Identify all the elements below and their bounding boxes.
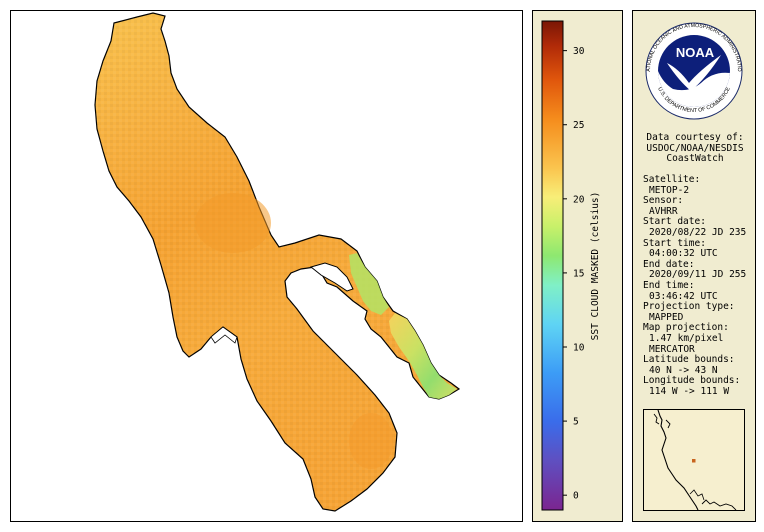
- colorbar-ramp: [541, 20, 564, 511]
- locator-map: [643, 409, 745, 511]
- meta-label: Projection type:: [643, 301, 735, 313]
- colorbar-tick-label: 20: [573, 194, 585, 205]
- meta-value: 2020/08/22 JD 235: [649, 226, 747, 238]
- colorbar: 0 5 10 15 20 25 30 SST CLOUD MASKED (celsius): [541, 20, 601, 511]
- meta-value: MAPPED: [649, 311, 684, 323]
- colorbar-tick-label: 5: [573, 417, 579, 428]
- noaa-logo: NOAA NATIONAL OCEANIC AND ATMOSPHERIC AD…: [633, 11, 743, 120]
- warm-patch: [195, 193, 271, 253]
- meta-value: 04:00:32 UTC: [649, 248, 718, 260]
- green-bay: [349, 253, 389, 315]
- sst-map: [94, 12, 461, 512]
- courtesy-line: CoastWatch: [666, 153, 724, 165]
- colorbar-tick-label: 10: [573, 343, 585, 354]
- courtesy-line: USDOC/NOAA/NESDIS: [646, 142, 744, 154]
- meta-label: Satellite:: [643, 174, 701, 185]
- island: [309, 262, 354, 292]
- map-panel: [10, 10, 523, 522]
- meta-label: Longitude bounds:: [643, 375, 741, 387]
- legend-panel: 0 5 10 15 20 25 30 SST CLOUD MASKED (celsius): [532, 10, 623, 522]
- logo-text: NOAA: [676, 45, 715, 60]
- meta-value: METOP-2: [649, 184, 690, 196]
- meta-value: MERCATOR: [649, 343, 695, 355]
- meta-value: 1.47 km/pixel: [649, 332, 724, 344]
- meta-label: End time:: [643, 279, 695, 291]
- meta-value: 03:46:42 UTC: [649, 290, 718, 302]
- meta-label: Sensor:: [643, 195, 684, 207]
- metadata-block: Satellite: METOP-2 Sensor: AVHRR Start d…: [643, 174, 755, 397]
- meta-value: 40 N -> 43 N: [649, 364, 718, 376]
- courtesy-line: Data courtesy of:: [646, 132, 744, 143]
- colorbar-tick-label: 30: [573, 46, 585, 57]
- coastline: [657, 410, 699, 510]
- meta-value: 2020/09/11 JD 255: [649, 269, 747, 281]
- meta-label: Start date:: [643, 216, 706, 228]
- meta-label: Start time:: [643, 237, 706, 249]
- colorbar-tick-label: 0: [573, 491, 579, 502]
- locator-svg: [653, 410, 737, 510]
- info-panel: NOAA NATIONAL OCEANIC AND ATMOSPHERIC AD…: [632, 10, 756, 522]
- meta-value: 114 W -> 111 W: [649, 385, 730, 397]
- meta-label: Latitude bounds:: [643, 354, 735, 366]
- meta-label: Map projection:: [643, 322, 729, 334]
- region-marker: [692, 459, 696, 463]
- colorbar-tick-label: 25: [573, 120, 584, 131]
- courtesy-block: Data courtesy of: USDOC/NOAA/NESDIS Coas…: [633, 132, 757, 165]
- meta-label: End date:: [643, 258, 695, 270]
- meta-value: AVHRR: [649, 205, 678, 217]
- colorbar-title: SST CLOUD MASKED (celsius): [590, 192, 601, 341]
- colorbar-tick-label: 15: [573, 268, 584, 279]
